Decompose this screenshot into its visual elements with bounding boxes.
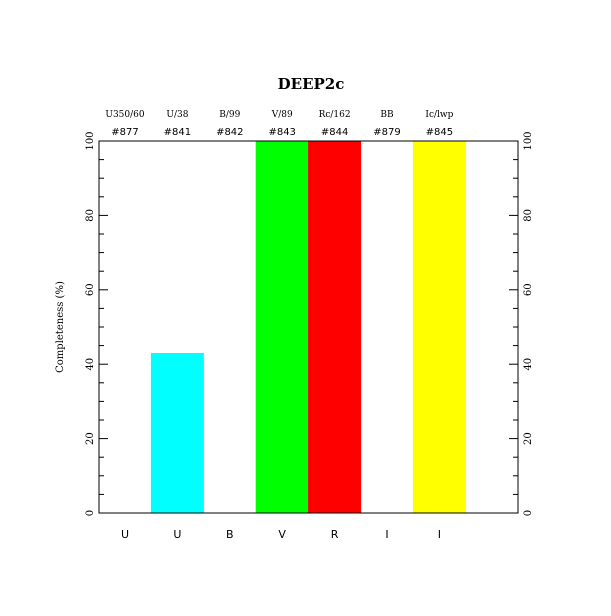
filter-label-2: U/38 — [166, 110, 188, 120]
category-label-5: R — [331, 528, 339, 541]
y-tick-label-left-1: 0 — [85, 510, 96, 516]
y-tick-label-left-2: 20 — [85, 432, 96, 445]
bar-7 — [412, 141, 466, 513]
category-label-2: U — [173, 528, 181, 541]
y-tick-label-right-5: 80 — [523, 209, 534, 222]
bar-4 — [255, 141, 309, 513]
id-label-5: #844 — [321, 127, 348, 138]
id-label-6: #879 — [373, 127, 400, 138]
filter-label-6: BB — [380, 110, 394, 120]
y-tick-label-right-3: 40 — [523, 358, 534, 371]
category-label-1: U — [121, 528, 129, 541]
y-tick-label-right-4: 60 — [523, 283, 534, 296]
chart-title: DEEP2c — [278, 75, 345, 93]
bar-5 — [308, 141, 362, 513]
filter-label-5: Rc/162 — [319, 110, 351, 120]
bar-2 — [150, 353, 204, 513]
y-tick-label-left-6: 100 — [85, 131, 96, 150]
category-label-4: V — [278, 528, 286, 541]
y-tick-label-left-3: 40 — [85, 358, 96, 371]
id-label-1: #877 — [111, 127, 138, 138]
filter-label-1: U350/60 — [105, 110, 145, 120]
id-label-2: #841 — [164, 127, 191, 138]
y-tick-label-left-5: 80 — [85, 209, 96, 222]
category-label-6: I — [385, 528, 388, 541]
filter-label-7: Ic/lwp — [425, 110, 453, 120]
y-tick-label-right-1: 0 — [523, 510, 534, 516]
id-label-3: #842 — [216, 127, 243, 138]
filter-label-4: V/89 — [271, 110, 293, 120]
bars-layer — [150, 141, 466, 513]
category-label-3: B — [226, 528, 234, 541]
category-label-7: I — [438, 528, 441, 541]
y-tick-label-right-6: 100 — [523, 131, 534, 150]
id-label-7: #845 — [426, 127, 453, 138]
labels-layer: U U350/60 #877 U U/38 #841 B B/99 #842 V V/89 #843 R… — [85, 110, 534, 541]
y-axis-label: Completeness (%) — [55, 281, 66, 373]
ticks-layer — [99, 140, 518, 514]
filter-label-3: B/99 — [219, 110, 240, 120]
id-label-4: #843 — [268, 127, 295, 138]
y-tick-label-left-4: 60 — [85, 283, 96, 296]
y-tick-label-right-2: 20 — [523, 432, 534, 445]
